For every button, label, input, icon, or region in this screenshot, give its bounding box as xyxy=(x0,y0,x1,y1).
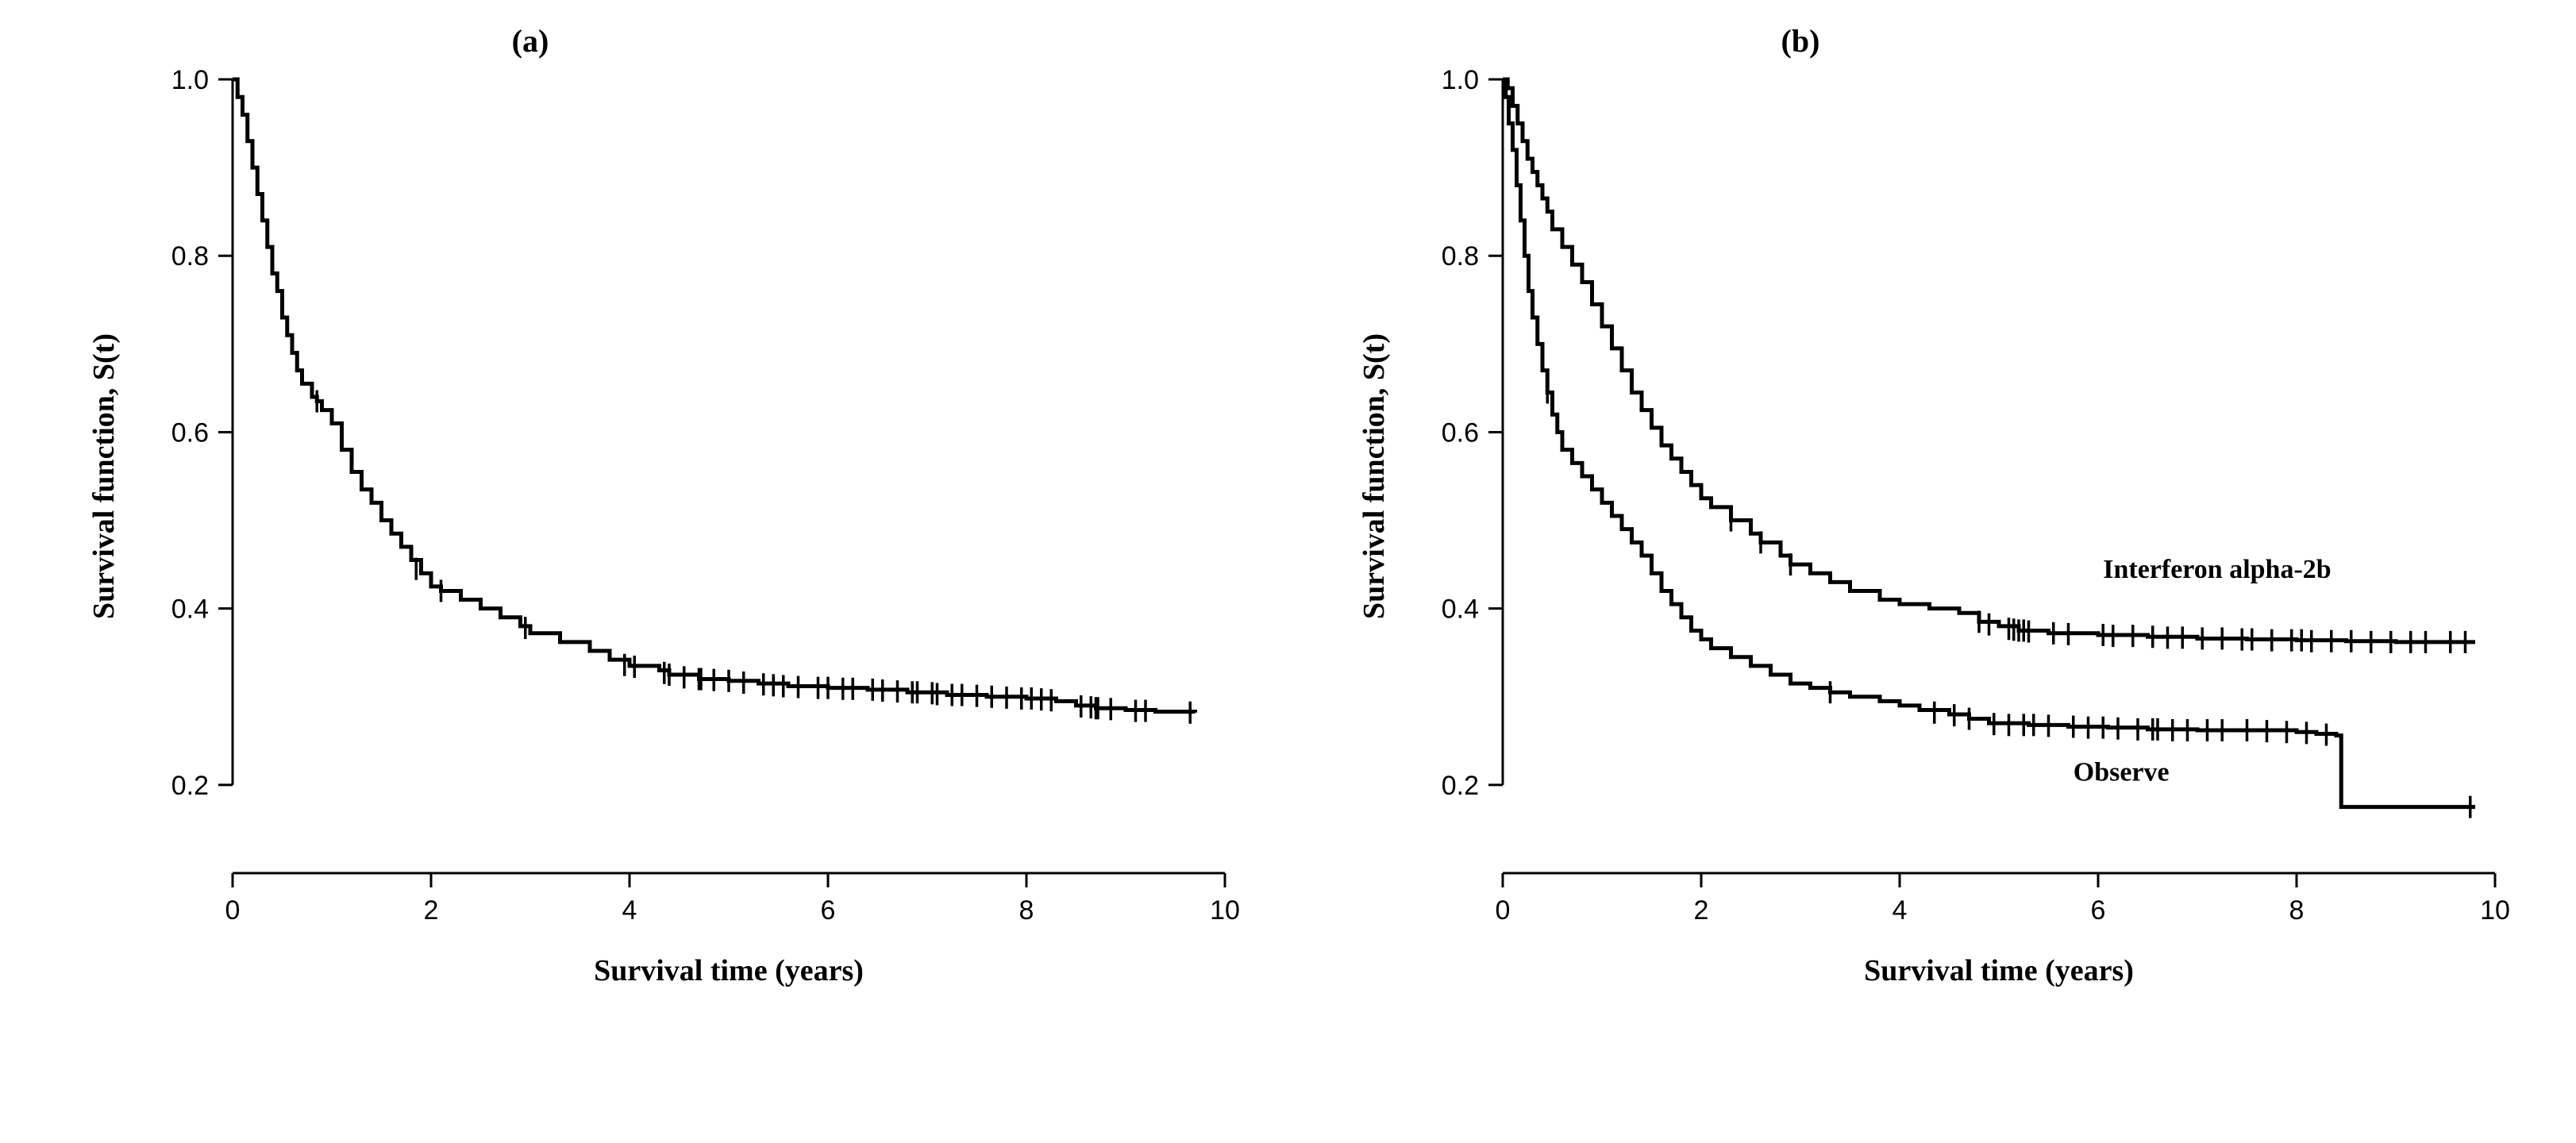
panel-a: (a) 0 2 4 6 8 10 0.2 0.4 0.6 0.8 1.0 Survival time (… xyxy=(34,16,1273,1111)
plot-bg xyxy=(34,16,1273,1111)
x-tick-label: 6 xyxy=(820,895,835,926)
x-tick-label: 8 xyxy=(1018,895,1034,926)
y-axis-title: Survival function, S(t) xyxy=(1357,333,1391,619)
x-tick-label: 4 xyxy=(1892,895,1907,926)
y-axis-title: Survival function, S(t) xyxy=(87,333,121,619)
y-tick-label: 0.8 xyxy=(1441,241,1478,271)
x-tick-label: 0 xyxy=(1495,895,1510,926)
y-tick-label: 0.8 xyxy=(171,241,208,271)
x-tick-label: 0 xyxy=(225,895,240,926)
curve-label: Interferon alpha-2b xyxy=(2103,555,2331,584)
plot-bg xyxy=(1304,16,2543,1111)
x-tick-label: 10 xyxy=(2480,895,2510,926)
x-tick-label: 10 xyxy=(1210,895,1240,926)
x-axis-title: Survival time (years) xyxy=(1864,954,2134,987)
y-tick-label: 1.0 xyxy=(171,65,208,95)
panel-b: (b) 0 2 4 6 8 10 0.2 0.4 0.6 0.8 1.0 Survival time (… xyxy=(1304,16,2543,1111)
x-tick-label: 2 xyxy=(423,895,438,926)
y-tick-label: 0.6 xyxy=(1441,418,1478,448)
curve-label: Observe xyxy=(2073,757,2169,787)
x-tick-label: 4 xyxy=(622,895,637,926)
x-tick-label: 6 xyxy=(2090,895,2105,926)
x-axis-title: Survival time (years) xyxy=(594,954,864,987)
panel-b-svg: (b) 0 2 4 6 8 10 0.2 0.4 0.6 0.8 1.0 Survival time (… xyxy=(1304,16,2543,1111)
panel-a-svg: (a) 0 2 4 6 8 10 0.2 0.4 0.6 0.8 1.0 Survival time (… xyxy=(34,16,1273,1111)
panel-title: (b) xyxy=(1781,23,1819,59)
y-tick-label: 0.2 xyxy=(1441,771,1478,801)
x-tick-label: 2 xyxy=(1693,895,1708,926)
y-tick-label: 0.2 xyxy=(171,771,208,801)
figure-wrap: (a) 0 2 4 6 8 10 0.2 0.4 0.6 0.8 1.0 Survival time (… xyxy=(0,0,2576,1143)
y-tick-label: 1.0 xyxy=(1441,65,1478,95)
y-tick-label: 0.4 xyxy=(171,595,208,625)
y-tick-label: 0.6 xyxy=(171,418,208,448)
x-tick-label: 8 xyxy=(2289,895,2304,926)
panel-title: (a) xyxy=(511,23,549,59)
y-tick-label: 0.4 xyxy=(1441,595,1478,625)
